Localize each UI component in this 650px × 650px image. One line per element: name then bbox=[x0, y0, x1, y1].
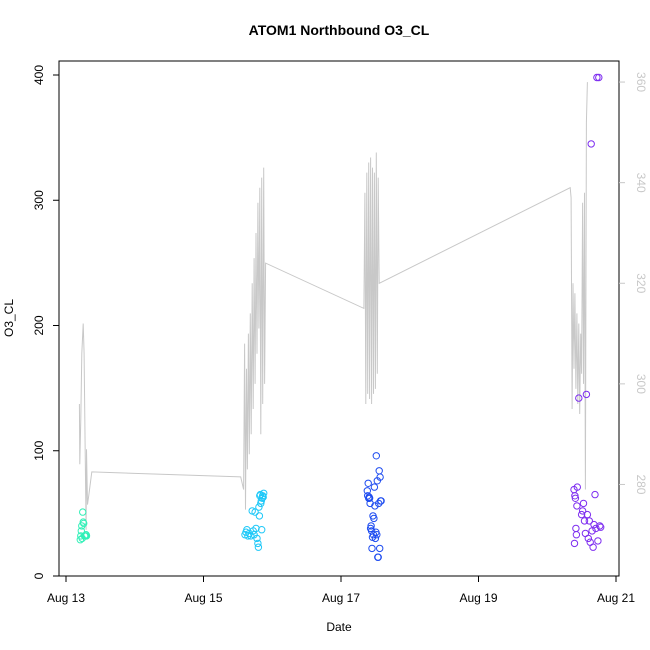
plot-frame bbox=[58, 60, 620, 577]
data-point bbox=[584, 534, 592, 543]
y2-tick-label: 340 bbox=[634, 173, 648, 193]
data-point bbox=[373, 531, 381, 539]
data-point bbox=[80, 519, 88, 528]
data-point bbox=[579, 499, 588, 508]
data-point bbox=[570, 539, 579, 548]
data-point bbox=[255, 512, 264, 520]
data-point bbox=[571, 494, 580, 502]
data-point bbox=[76, 536, 85, 544]
data-point bbox=[374, 553, 382, 561]
data-point bbox=[370, 483, 379, 491]
y2-tick-label: 360 bbox=[634, 72, 648, 92]
data-point bbox=[578, 507, 587, 515]
data-point bbox=[582, 390, 591, 399]
y-tick-label: 300 bbox=[32, 190, 46, 210]
data-point bbox=[572, 531, 581, 539]
x-axis-label: Date bbox=[326, 620, 352, 634]
y-axis-label: O3_CL bbox=[2, 299, 16, 337]
data-point bbox=[258, 526, 266, 534]
data-point bbox=[575, 394, 583, 402]
chart-title: ATOM1 Northbound O3_CL bbox=[249, 22, 430, 38]
y2-tick-label: 300 bbox=[634, 374, 648, 394]
data-point bbox=[580, 517, 589, 525]
data-point bbox=[592, 524, 600, 533]
data-point bbox=[364, 479, 372, 487]
data-point bbox=[572, 524, 580, 533]
x-tick-label: Aug 19 bbox=[459, 591, 497, 605]
y-axis-right: 280 300 320 340 360 bbox=[619, 72, 648, 495]
data-point bbox=[369, 531, 378, 539]
y2-tick-label: 280 bbox=[634, 474, 648, 494]
data-point bbox=[259, 493, 267, 501]
secondary-line bbox=[78, 82, 588, 530]
y-tick-label: 100 bbox=[32, 440, 46, 460]
data-point bbox=[371, 502, 379, 510]
data-point bbox=[370, 514, 378, 523]
x-tick-label: Aug 17 bbox=[322, 591, 360, 605]
data-point bbox=[597, 523, 605, 531]
data-point bbox=[587, 140, 595, 148]
data-point bbox=[596, 522, 604, 530]
data-point bbox=[368, 544, 376, 553]
data-point bbox=[253, 534, 261, 543]
data-point bbox=[376, 544, 384, 553]
x-axis: Aug 13 Aug 15 Aug 17 Aug 19 Aug 21 bbox=[47, 576, 635, 605]
data-point bbox=[254, 539, 262, 548]
data-point bbox=[593, 73, 601, 82]
data-point bbox=[573, 502, 581, 510]
data-point bbox=[77, 527, 86, 535]
secondary-line-layer bbox=[78, 82, 588, 530]
y-tick-label: 0 bbox=[32, 572, 46, 579]
x-tick-label: Aug 13 bbox=[47, 591, 85, 605]
data-point bbox=[82, 532, 91, 540]
data-point bbox=[591, 490, 599, 499]
points-layer bbox=[76, 73, 605, 561]
y-axis-left: 0 100 200 300 400 bbox=[32, 65, 59, 579]
data-point bbox=[577, 510, 586, 519]
data-point bbox=[260, 489, 268, 497]
data-point bbox=[255, 503, 263, 511]
data-point bbox=[377, 497, 385, 505]
data-point bbox=[573, 483, 581, 491]
data-point bbox=[595, 73, 603, 82]
y-tick-label: 400 bbox=[32, 65, 46, 85]
data-point bbox=[367, 522, 375, 530]
x-tick-label: Aug 21 bbox=[597, 591, 635, 605]
y2-tick-label: 320 bbox=[634, 273, 648, 293]
data-point bbox=[372, 452, 380, 460]
data-point bbox=[375, 467, 383, 475]
x-tick-label: Aug 15 bbox=[184, 591, 222, 605]
data-point bbox=[585, 517, 593, 525]
data-point bbox=[376, 473, 384, 481]
data-point bbox=[254, 543, 263, 551]
data-point bbox=[365, 494, 374, 502]
y-tick-label: 200 bbox=[32, 315, 46, 335]
data-point bbox=[79, 508, 87, 516]
data-point bbox=[589, 543, 597, 551]
data-point bbox=[594, 537, 602, 545]
data-point bbox=[251, 508, 259, 516]
